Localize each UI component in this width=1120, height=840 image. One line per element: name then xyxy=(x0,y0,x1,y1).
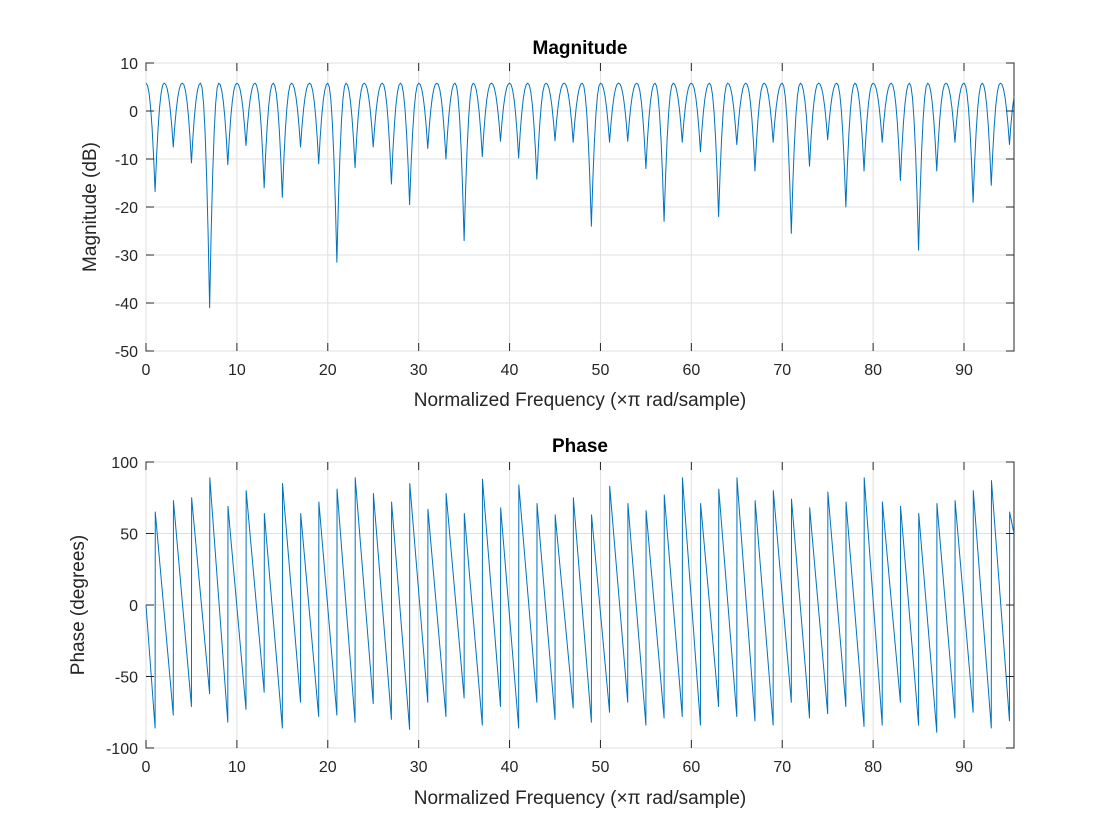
phase-ylabel: Phase (degrees) xyxy=(68,535,89,675)
magnitude-xlabel: Normalized Frequency (×π rad/sample) xyxy=(414,390,747,411)
magnitude-subplot: 0 10 20 30 40 50 60 70 80 90 -50 -40 -30 -20 -10 0 10 Ma… xyxy=(80,38,1015,411)
phase-ytick-label: 50 xyxy=(120,527,138,544)
phase-xtick-label: 20 xyxy=(319,759,337,776)
phase-xtick-label: 70 xyxy=(773,759,791,776)
magnitude-xtick-label: 0 xyxy=(142,362,151,379)
magnitude-ytick-label: 0 xyxy=(129,104,138,121)
magnitude-xtick-label: 10 xyxy=(228,362,246,379)
phase-ytick-label: -50 xyxy=(115,670,138,687)
magnitude-xtick-label: 50 xyxy=(592,362,610,379)
magnitude-series-line xyxy=(145,82,1015,309)
phase-xtick-label: 90 xyxy=(955,759,973,776)
phase-xtick-label: 60 xyxy=(682,759,700,776)
phase-xlabel: Normalized Frequency (×π rad/sample) xyxy=(414,788,747,809)
magnitude-xtick-label: 30 xyxy=(410,362,428,379)
phase-ytick-label: 0 xyxy=(129,598,138,615)
phase-xtick-label: 40 xyxy=(501,759,519,776)
phase-xtick-label: 10 xyxy=(228,759,246,776)
phase-xtick-label: 50 xyxy=(592,759,610,776)
phase-series xyxy=(145,477,1015,733)
magnitude-xtick-label: 70 xyxy=(773,362,791,379)
magnitude-xtick-label: 60 xyxy=(682,362,700,379)
magnitude-ytick-label: 10 xyxy=(120,56,138,73)
phase-xtick-label: 30 xyxy=(410,759,428,776)
magnitude-ytick-label: -10 xyxy=(115,152,138,169)
phase-series-line xyxy=(145,477,1015,733)
phase-xtick-label: 80 xyxy=(864,759,882,776)
phase-subplot: 0 10 20 30 40 50 60 70 80 90 -100 -50 0 50 100 Phase N… xyxy=(68,436,1015,809)
magnitude-ytick-label: -30 xyxy=(115,248,138,265)
magnitude-xtick-label: 20 xyxy=(319,362,337,379)
magnitude-ytick-label: -50 xyxy=(115,344,138,361)
phase-title: Phase xyxy=(552,436,608,457)
magnitude-xtick-label: 80 xyxy=(864,362,882,379)
magnitude-series xyxy=(145,82,1015,309)
magnitude-title: Magnitude xyxy=(533,38,628,59)
magnitude-xtick-label: 90 xyxy=(955,362,973,379)
phase-xtick-label: 0 xyxy=(142,759,151,776)
magnitude-grid xyxy=(145,62,1014,352)
magnitude-ticks: 0 10 20 30 40 50 60 70 80 90 -50 -40 -30 -20 -10 0 10 xyxy=(115,56,1014,379)
phase-ytick-label: -100 xyxy=(106,741,138,758)
magnitude-ytick-label: -20 xyxy=(115,200,138,217)
phase-ticks: 0 10 20 30 40 50 60 70 80 90 -100 -50 0 50 100 xyxy=(106,455,1014,776)
magnitude-ytick-label: -40 xyxy=(115,296,138,313)
phase-ytick-label: 100 xyxy=(111,455,138,472)
magnitude-xtick-label: 40 xyxy=(501,362,519,379)
magnitude-ylabel: Magnitude (dB) xyxy=(80,142,101,272)
